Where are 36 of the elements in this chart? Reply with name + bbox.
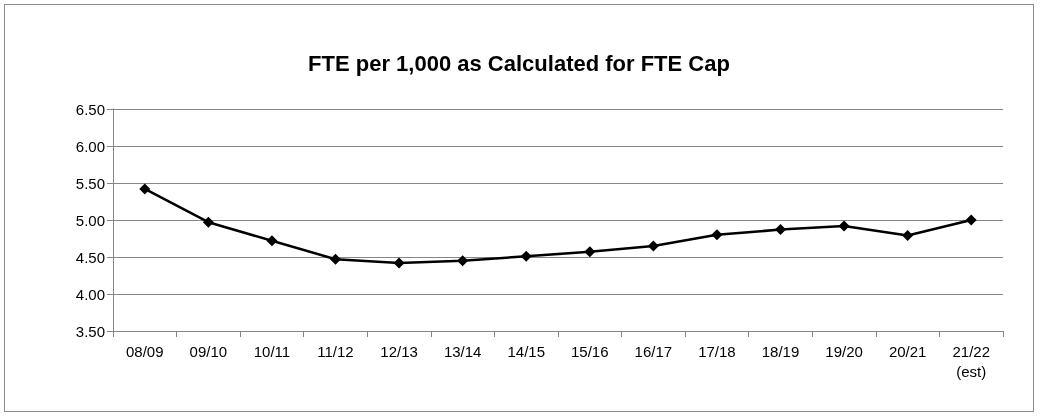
y-tick-label: 4.50 xyxy=(75,248,105,266)
chart-title: FTE per 1,000 as Calculated for FTE Cap xyxy=(308,50,730,76)
x-tick-label: 16/17 xyxy=(634,342,673,360)
point xyxy=(775,224,786,236)
y-tick-label: 5.50 xyxy=(75,174,105,192)
y-tick-label: 5.00 xyxy=(75,211,105,229)
y-tick-label: 6.00 xyxy=(75,137,105,155)
y-tick-label: 4.00 xyxy=(75,285,105,303)
point xyxy=(838,220,850,232)
x-tick-label: 11/12 xyxy=(317,342,354,360)
x-tick-label: 20/21 xyxy=(888,342,927,360)
x-tick-label: 08/09 xyxy=(126,342,164,360)
point xyxy=(520,250,532,262)
x-tick-label: 14/15 xyxy=(507,342,545,360)
point xyxy=(266,235,278,247)
x-tick-label: 15/16 xyxy=(571,342,609,360)
x-tick-label: 17/18 xyxy=(698,342,736,360)
y-tick-label: 3.50 xyxy=(75,322,105,340)
point xyxy=(902,230,914,242)
point xyxy=(711,229,723,241)
point xyxy=(965,214,977,226)
x-tick-label: 13/14 xyxy=(443,342,482,360)
point xyxy=(457,255,469,267)
x-tick-label: 19/20 xyxy=(825,342,863,360)
point xyxy=(139,183,151,195)
x-tick-label: 10/11 xyxy=(253,342,291,360)
point xyxy=(202,216,214,228)
point xyxy=(393,257,405,269)
y-tick-label: 6.50 xyxy=(75,100,105,118)
point xyxy=(647,240,659,252)
x-tick-label: 12/13 xyxy=(380,342,418,360)
x-tick-label: 09/10 xyxy=(189,342,228,360)
point xyxy=(330,253,341,265)
point xyxy=(584,246,596,258)
x-tick-label: 21/22 (est) xyxy=(952,342,990,380)
x-tick-label: 18/19 xyxy=(761,342,800,360)
